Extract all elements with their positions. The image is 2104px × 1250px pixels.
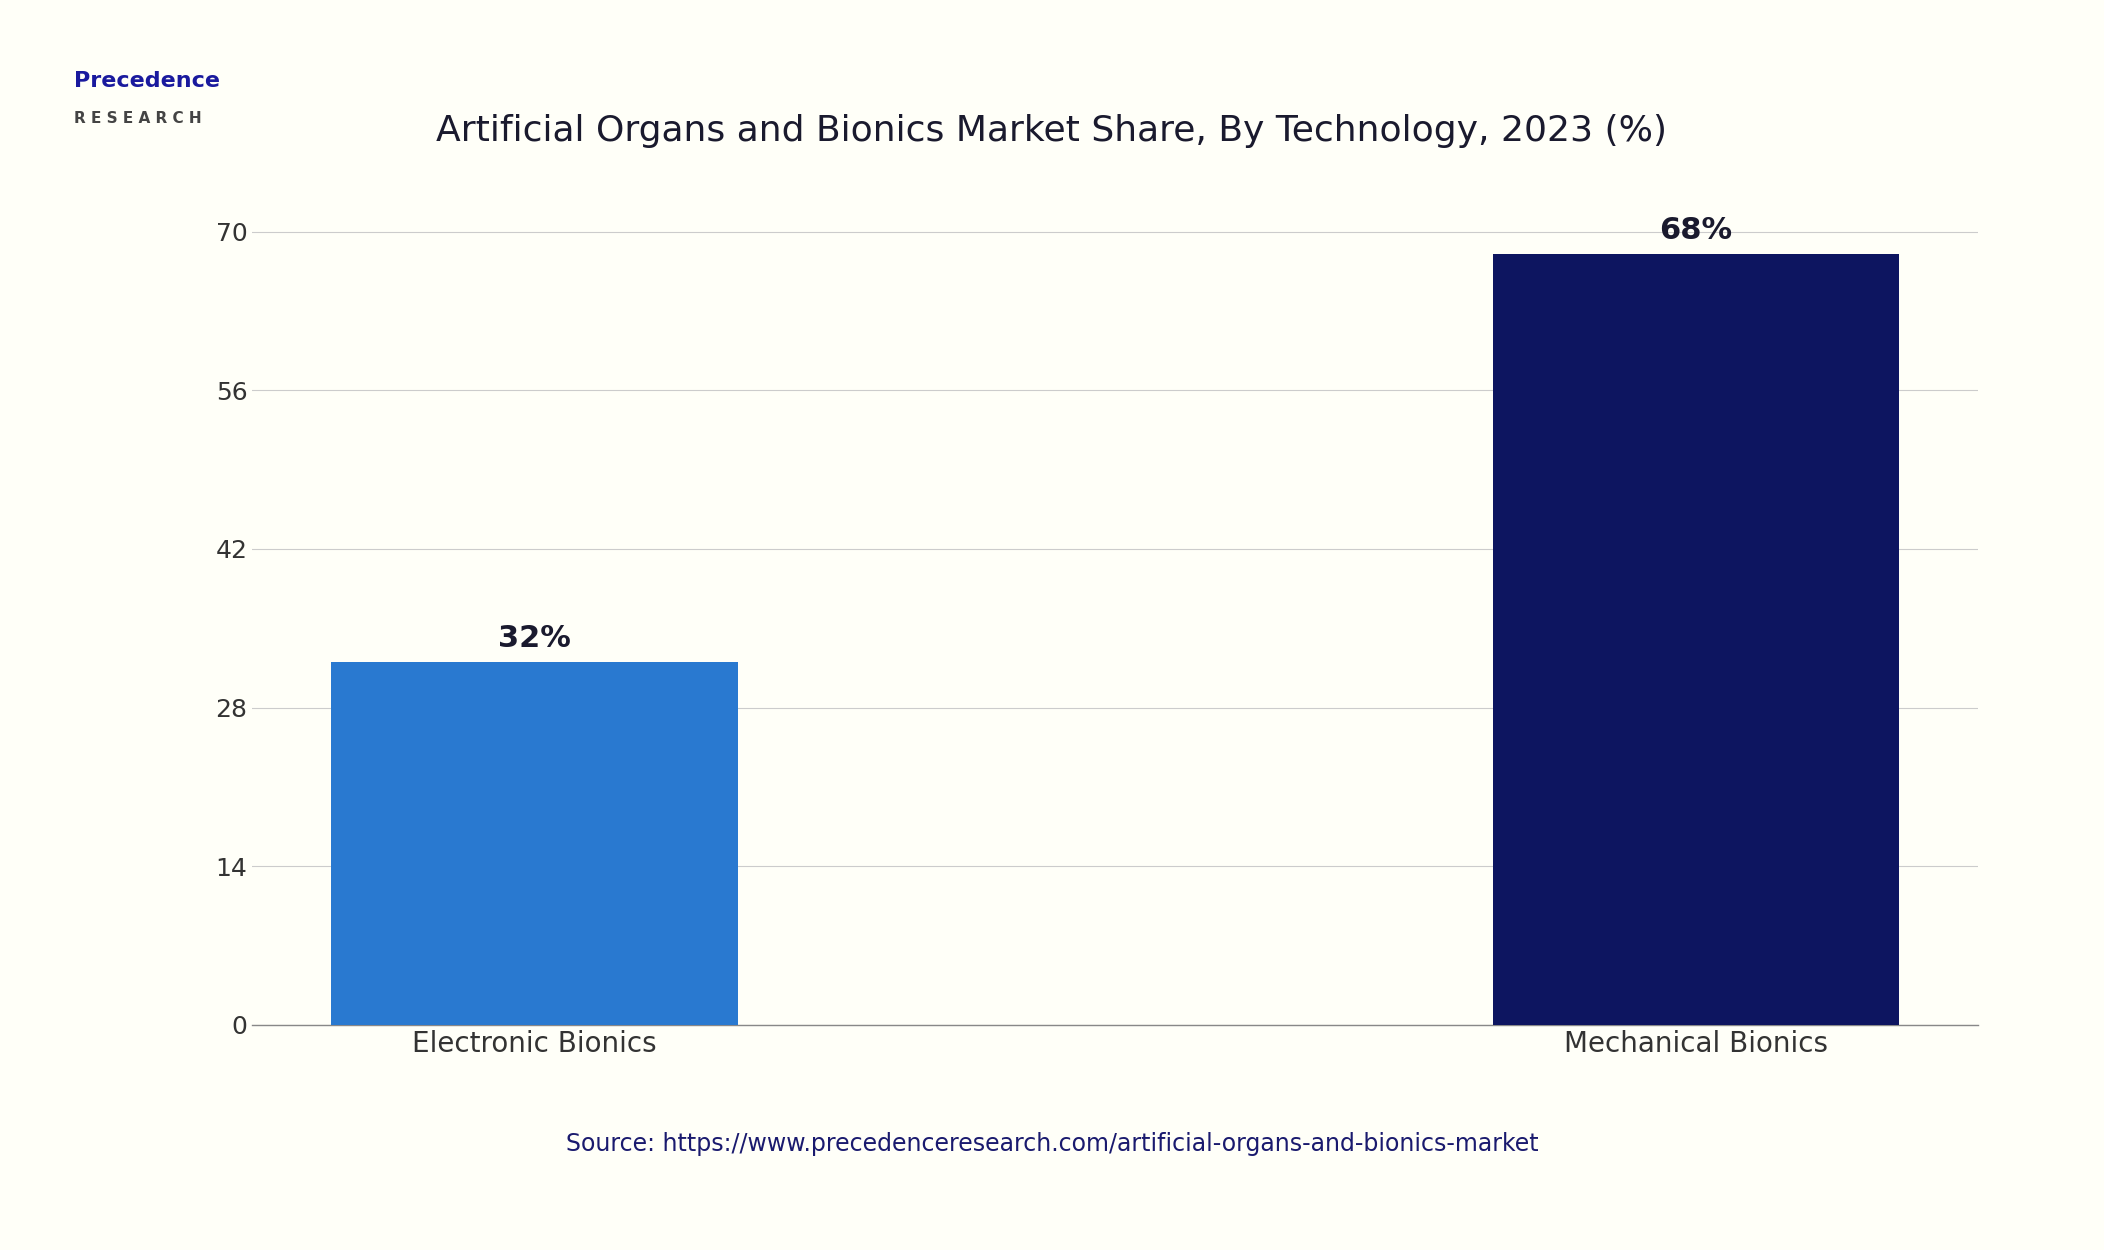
Text: Source: https://www.precedenceresearch.com/artificial-organs-and-bionics-market: Source: https://www.precedenceresearch.c… — [566, 1131, 1538, 1156]
Text: Precedence: Precedence — [74, 71, 219, 91]
Bar — [330, 662, 739, 1025]
Bar — [1492, 254, 1900, 1025]
Text: 68%: 68% — [1660, 216, 1732, 245]
Text: Artificial Organs and Bionics Market Share, By Technology, 2023 (%): Artificial Organs and Bionics Market Sha… — [436, 114, 1668, 149]
Text: R E S E A R C H: R E S E A R C H — [74, 111, 202, 126]
Text: 32%: 32% — [499, 624, 570, 654]
